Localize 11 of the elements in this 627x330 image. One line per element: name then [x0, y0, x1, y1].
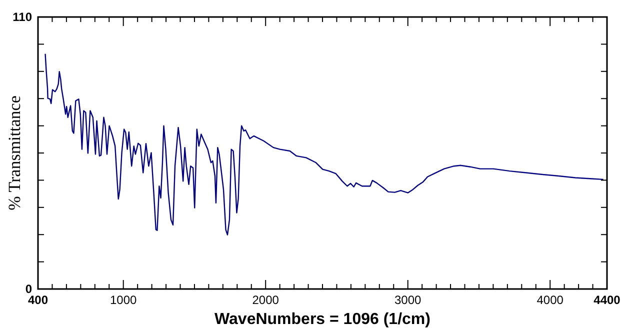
x-tick-label: 3000	[394, 293, 422, 307]
x-tick-label: 4400	[594, 293, 621, 307]
line-series	[44, 53, 604, 236]
y-tick-label: 0	[25, 282, 32, 296]
y-tick-label: 110	[12, 10, 32, 24]
x-tick-label: 400	[28, 293, 48, 307]
x-axis-title: WaveNumbers = 1096 (1/cm)	[214, 311, 430, 328]
y-axis-title: % Transmittance	[5, 96, 24, 210]
x-tick-label: 4000	[536, 293, 564, 307]
x-tick-label: 1000	[110, 293, 138, 307]
x-tick-label: 2000	[252, 293, 280, 307]
